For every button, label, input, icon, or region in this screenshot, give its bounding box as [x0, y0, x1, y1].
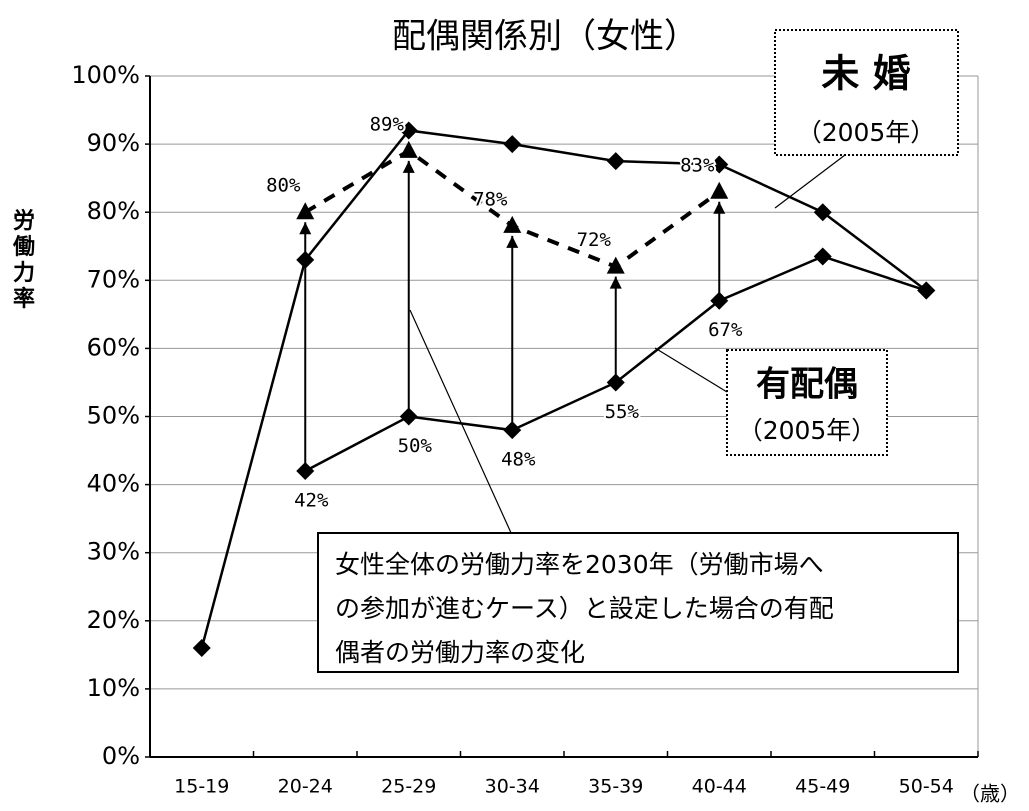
legend-label: 未 婚	[821, 52, 910, 96]
y-tick-label: 70%	[87, 265, 140, 293]
data-label: 48%	[501, 449, 536, 471]
point-marker	[192, 639, 211, 658]
arrow-head	[713, 201, 726, 214]
legend-box	[774, 29, 959, 156]
x-tick-label: 40-44	[692, 776, 747, 798]
data-label: 50%	[398, 435, 433, 457]
x-unit: （歳）	[960, 782, 1020, 806]
y-tick-label: 0%	[102, 742, 140, 770]
point-marker	[503, 215, 522, 233]
y-tick-label: 20%	[87, 606, 140, 634]
data-label: 78%	[473, 188, 508, 210]
data-label: 89%	[370, 113, 405, 135]
legend-label: 有配偶	[756, 365, 858, 405]
legend-note: （2005年）	[738, 416, 877, 445]
point-marker	[503, 421, 522, 440]
y-axis-label: 働	[12, 234, 35, 260]
point-marker	[399, 140, 418, 158]
data-label: 55%	[605, 401, 640, 423]
annotation-text: の参加が進むケース）と設定した場合の有配	[335, 594, 834, 623]
arrow-head	[506, 235, 519, 248]
y-tick-label: 60%	[87, 333, 140, 361]
series-line	[200, 129, 928, 649]
point-marker	[710, 181, 729, 199]
point-marker	[399, 407, 418, 426]
leader-line	[774, 154, 846, 209]
annotation-box	[317, 532, 959, 673]
leader-line	[654, 347, 728, 393]
point-marker	[296, 461, 315, 480]
data-label: 72%	[577, 229, 612, 251]
point-marker	[503, 135, 522, 154]
point-marker	[399, 121, 418, 140]
point-marker	[606, 256, 625, 274]
annotation-text: 女性全体の労働力率を2030年（労働市場へ	[335, 550, 824, 579]
arrow-head	[402, 160, 415, 173]
point-marker	[813, 203, 832, 222]
point-marker	[917, 281, 936, 300]
point-marker	[710, 291, 729, 310]
data-label: 42%	[294, 489, 329, 511]
point-marker	[606, 152, 625, 171]
y-tick-label: 80%	[87, 197, 140, 225]
y-tick-label: 40%	[87, 470, 140, 498]
legend-note: （2005年）	[797, 118, 936, 147]
y-tick-label: 50%	[87, 402, 140, 430]
x-tick-label: 35-39	[588, 776, 643, 798]
x-tick-label: 30-34	[485, 776, 540, 798]
chart-title: 配偶関係別（女性）	[392, 17, 698, 57]
data-label: 83%	[680, 154, 715, 176]
legend-box	[726, 349, 888, 456]
x-tick-label: 45-49	[795, 776, 850, 798]
point-marker	[813, 247, 832, 266]
annotation-text: 偶者の労働力率の変化	[335, 638, 585, 667]
point-marker	[296, 202, 315, 220]
x-tick-label: 15-19	[174, 776, 229, 798]
y-axis-label: 率	[13, 286, 35, 312]
x-tick-label: 20-24	[278, 776, 333, 798]
y-tick-label: 30%	[87, 538, 140, 566]
data-label: 67%	[708, 319, 743, 341]
x-tick-label: 25-29	[381, 776, 436, 798]
point-marker	[710, 155, 729, 174]
y-tick-label: 10%	[87, 674, 140, 702]
y-tick-label: 90%	[87, 129, 140, 157]
arrow-head	[299, 222, 312, 235]
y-axis-label: 労	[13, 208, 35, 234]
point-marker	[296, 250, 315, 269]
arrow-head	[609, 276, 622, 289]
y-axis-label: 力	[13, 261, 35, 286]
x-tick-label: 50-54	[899, 776, 954, 798]
point-marker	[606, 373, 625, 392]
y-tick-label: 100%	[71, 61, 140, 89]
data-label: 80%	[266, 175, 301, 197]
